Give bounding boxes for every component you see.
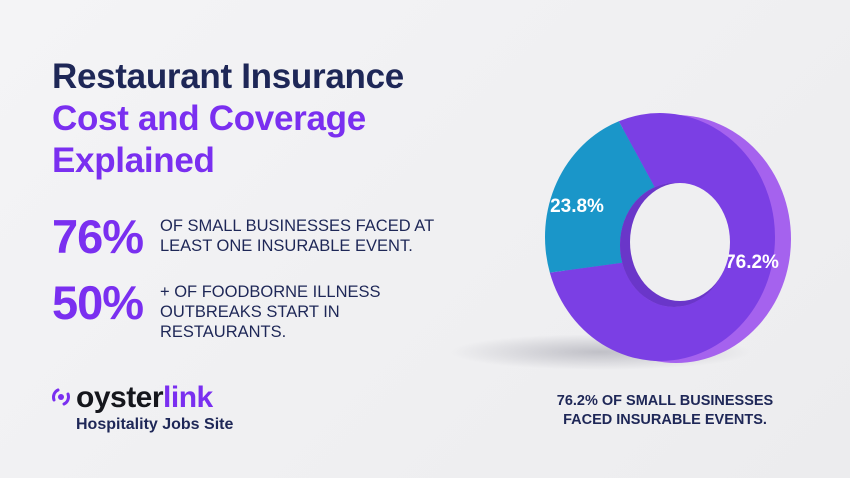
oysterlink-logo: oysterlink Hospitality Jobs Site (50, 382, 233, 434)
stat-line: OF SMALL BUSINESSES FACED AT (160, 217, 435, 235)
page-title: Restaurant Insurance Cost and Coverage E… (52, 56, 404, 182)
donut-hole (630, 183, 730, 301)
title-line-3: Explained (52, 141, 215, 180)
oysterlink-mark-icon (52, 388, 70, 406)
title-line-1: Restaurant Insurance (52, 57, 404, 96)
logo-word-1: oyster (76, 381, 164, 414)
stat-text: OF SMALL BUSINESSES FACED AT LEAST ONE I… (160, 216, 434, 256)
title-line-2: Cost and Coverage (52, 99, 366, 138)
chart-caption: 76.2% OF SMALL BUSINESSES FACED INSURABL… (520, 392, 810, 430)
logo-tagline: Hospitality Jobs Site (76, 416, 234, 433)
stat-line: + OF FOODBORNE ILLNESS (160, 283, 381, 301)
stat-line: RESTAURANTS. (160, 323, 287, 341)
logo-word-2: link (163, 381, 213, 414)
stat-76: 76% OF SMALL BUSINESSES FACED AT LEAST O… (52, 212, 434, 262)
stat-value: 76% (52, 210, 144, 263)
stat-line: OUTBREAKS START IN (160, 303, 340, 321)
slice-label: 23.8% (550, 196, 604, 217)
caption-line: 76.2% OF SMALL BUSINESSES (556, 393, 774, 409)
donut-slice-76.2% (549, 113, 775, 362)
caption-line: FACED INSURABLE EVENTS. (563, 412, 767, 428)
stat-text: + OF FOODBORNE ILLNESS OUTBREAKS START I… (160, 282, 381, 342)
slice-label: 76.2% (725, 252, 779, 273)
logo-wordmark: oysterlink (76, 382, 233, 414)
donut: 76.2% 23.8% (544, 113, 791, 363)
stat-50: 50% + OF FOODBORNE ILLNESS OUTBREAKS STA… (52, 278, 381, 342)
donut-slice-23.8% (544, 121, 655, 273)
stat-value: 50% (52, 276, 144, 329)
stat-line: LEAST ONE INSURABLE EVENT. (160, 237, 413, 255)
